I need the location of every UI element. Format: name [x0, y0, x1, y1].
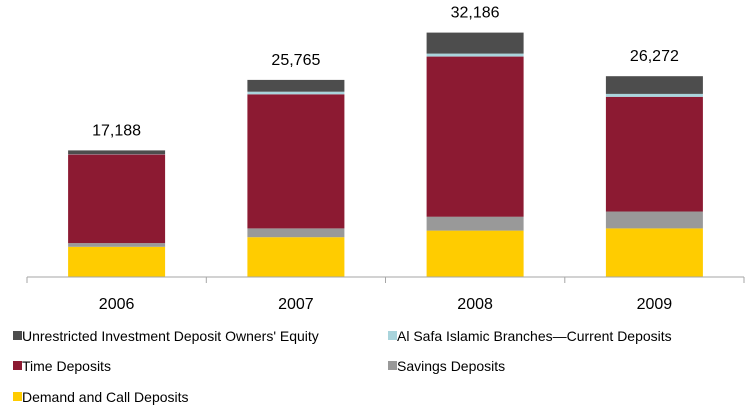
- total-label-2006: 17,188: [92, 122, 141, 139]
- bar-segment-2008-demand-and-call-deposits: [426, 230, 524, 277]
- bar-segment-2007-demand-and-call-deposits: [247, 237, 345, 277]
- bar-segment-2006-demand-and-call-deposits: [68, 246, 166, 277]
- bar-segment-2007-al-safa-islamic-branches-current-deposits: [247, 91, 345, 95]
- legend-label-time-deposits: Time Deposits: [22, 358, 111, 374]
- x-tick-label-2008: 2008: [457, 296, 493, 313]
- bar-segment-2006-savings-deposits: [68, 243, 166, 247]
- bar-segment-2006-time-deposits: [68, 154, 166, 244]
- legend-swatch-time-deposits: [13, 361, 22, 370]
- x-tick-label-2007: 2007: [278, 296, 314, 313]
- bar-segment-2008-al-safa-islamic-branches-current-deposits: [426, 53, 524, 57]
- bar-segment-2008-time-deposits: [426, 56, 524, 217]
- total-label-2009: 26,272: [630, 48, 679, 65]
- legend: Unrestricted Investment Deposit Owners' …: [13, 328, 672, 405]
- bar-segment-2009-demand-and-call-deposits: [605, 228, 703, 277]
- bar-segment-2007-savings-deposits: [247, 228, 345, 238]
- legend-label-unrestricted-investment-deposit-owners-equity: Unrestricted Investment Deposit Owners' …: [22, 328, 319, 344]
- bar-segment-2009-savings-deposits: [605, 211, 703, 229]
- total-label-2008: 32,186: [451, 5, 500, 22]
- x-tick-label-2006: 2006: [99, 296, 135, 313]
- bar-segment-2008-unrestricted-investment-deposit-owners-equity: [426, 32, 524, 54]
- bar-segment-2007-unrestricted-investment-deposit-owners-equity: [247, 79, 345, 92]
- bar-segment-2009-al-safa-islamic-branches-current-deposits: [605, 93, 703, 97]
- x-axis-ticks: [26, 277, 745, 283]
- bar-segment-2007-time-deposits: [247, 94, 345, 229]
- legend-item-time-deposits: Time Deposits: [13, 358, 111, 374]
- legend-label-al-safa-islamic-branches-current-deposits: Al Safa Islamic Branches—Current Deposit…: [397, 328, 672, 344]
- legend-label-savings-deposits: Savings Deposits: [397, 358, 505, 374]
- bar-segment-2008-savings-deposits: [426, 216, 524, 231]
- legend-label-demand-and-call-deposits: Demand and Call Deposits: [22, 389, 189, 405]
- legend-item-unrestricted-investment-deposit-owners-equity: Unrestricted Investment Deposit Owners' …: [13, 328, 319, 344]
- x-tick-label-2009: 2009: [637, 296, 673, 313]
- x-axis-tick-labels: 2006 2007 2008 2009: [99, 296, 672, 313]
- legend-item-demand-and-call-deposits: Demand and Call Deposits: [13, 389, 189, 405]
- bar-segment-2009-time-deposits: [605, 96, 703, 212]
- total-labels-group: 17,188 25,765 32,186 26,272: [92, 5, 679, 140]
- bars-group: [68, 32, 703, 277]
- legend-swatch-al-safa-islamic-branches-current-deposits: [388, 331, 397, 340]
- legend-swatch-savings-deposits: [388, 361, 397, 370]
- total-label-2007: 25,765: [271, 52, 320, 69]
- legend-item-savings-deposits: Savings Deposits: [388, 358, 505, 374]
- bar-segment-2009-unrestricted-investment-deposit-owners-equity: [605, 76, 703, 94]
- legend-swatch-demand-and-call-deposits: [13, 392, 22, 401]
- legend-swatch-unrestricted-investment-deposit-owners-equity: [13, 331, 22, 340]
- legend-item-al-safa-islamic-branches-current-deposits: Al Safa Islamic Branches—Current Deposit…: [388, 328, 672, 344]
- bar-segment-2006-unrestricted-investment-deposit-owners-equity: [68, 150, 166, 155]
